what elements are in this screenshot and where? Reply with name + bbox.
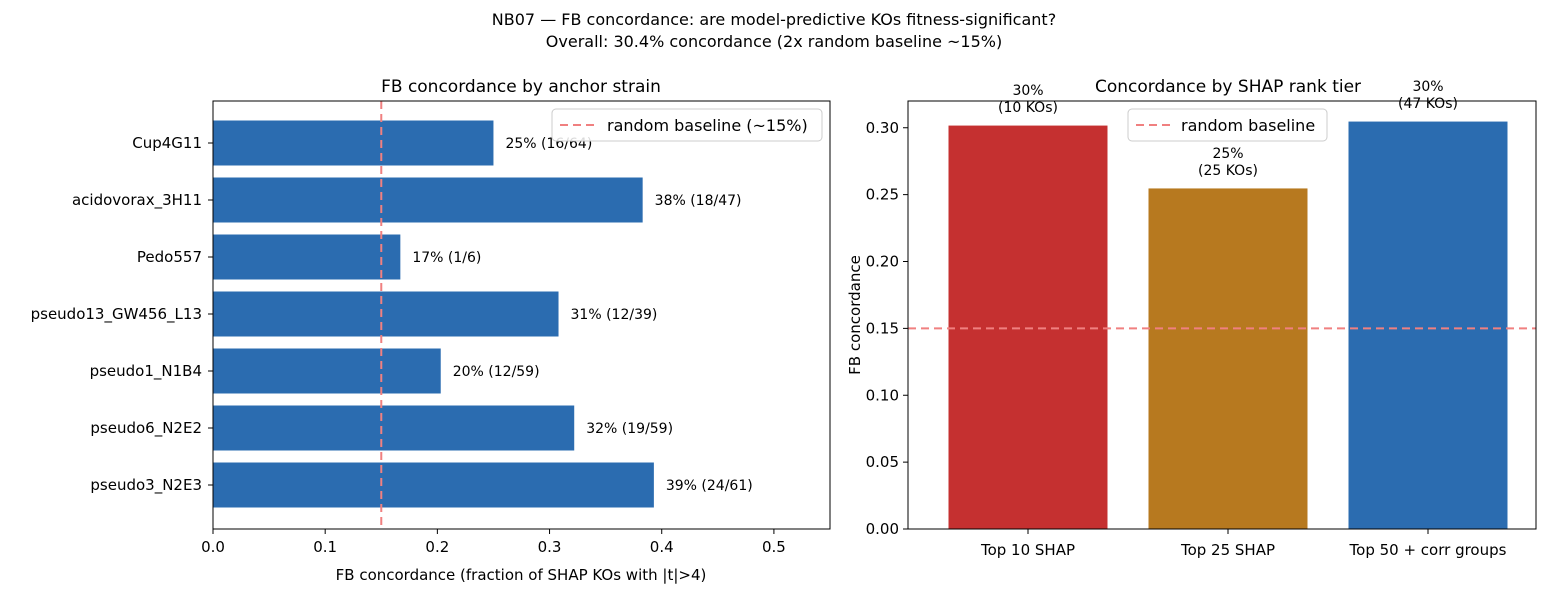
y-tick-label: 0.10: [866, 386, 899, 404]
left-axes-frame: [212, 100, 831, 530]
left-category-labels: Cup4G11 acidovorax_3H11 Pedo557 pseudo13_GW…: [31, 134, 213, 495]
left-legend-box: [551, 108, 823, 142]
y-tick-label: acidovorax_3H11: [72, 191, 202, 210]
y-tick-label: 0.15: [866, 319, 899, 337]
bar-top-25-shap: [1147, 187, 1309, 530]
bar-Pedo557: [213, 234, 401, 280]
x-tick-label: 0.5: [762, 538, 786, 556]
suptitle-line1: NB07 — FB concordance: are model-predict…: [492, 10, 1056, 29]
y-tick-label: 0.00: [866, 520, 899, 538]
bar-pseudo1_N1B4: [213, 348, 441, 394]
y-tick-label: pseudo6_N2E2: [90, 419, 202, 438]
right-chart-title: Concordance by SHAP rank tier: [1095, 77, 1361, 97]
bar-pseudo13_GW456_L13: [213, 291, 559, 337]
y-tick-label: 0.30: [866, 119, 899, 137]
bar-top-10-shap: [947, 124, 1109, 530]
bar-value-label: 39% (24/61): [666, 478, 753, 494]
x-tick-label: Top 10 SHAP: [980, 541, 1075, 559]
right-bars: [947, 120, 1509, 530]
y-tick-label: Cup4G11: [132, 134, 202, 152]
left-legend-label: random baseline (~15%): [607, 116, 808, 135]
bar-count-label: (10 KOs): [998, 100, 1058, 116]
x-tick-label: 0.1: [313, 538, 337, 556]
left-bars: [213, 120, 654, 508]
bar-value-label: 20% (12/59): [453, 364, 540, 380]
y-tick-label: pseudo3_N2E3: [90, 476, 202, 495]
x-tick-label: Top 50 + corr groups: [1349, 541, 1507, 559]
bar-count-label: (25 KOs): [1198, 163, 1258, 179]
bar-count-label: (47 KOs): [1398, 96, 1458, 112]
x-tick-label: 0.0: [201, 538, 225, 556]
bar-top-50-+-corr-groups: [1347, 120, 1509, 530]
right-bar-labels: 30%(10 KOs)25%(25 KOs)30%(47 KOs): [998, 79, 1458, 179]
right-chart: Concordance by SHAP rank tier 30%(10 KOs…: [846, 77, 1537, 559]
suptitle-line2: Overall: 30.4% concordance (2x random ba…: [546, 32, 1002, 51]
y-tick-label: pseudo13_GW456_L13: [31, 305, 202, 324]
bar-value-label: 17% (1/6): [412, 250, 481, 266]
right-legend: random baseline: [1127, 108, 1328, 142]
right-category-labels: Top 10 SHAP Top 25 SHAP Top 50 + corr grou…: [980, 529, 1507, 559]
y-tick-label: pseudo1_N1B4: [90, 362, 202, 381]
left-chart: FB concordance by anchor strain 25% (16/…: [31, 77, 831, 584]
y-tick-label: 0.20: [866, 253, 899, 271]
bar-value-label: 38% (18/47): [655, 193, 742, 209]
bar-value-label: 25%: [1212, 146, 1243, 162]
left-chart-title: FB concordance by anchor strain: [381, 77, 661, 97]
bar-pseudo3_N2E3: [213, 462, 654, 508]
right-legend-box: [1127, 108, 1328, 142]
bar-value-label: 32% (19/59): [586, 421, 673, 437]
bar-pseudo6_N2E2: [213, 405, 575, 451]
right-legend-label: random baseline: [1181, 116, 1315, 135]
x-tick-label: 0.4: [650, 538, 674, 556]
bar-acidovorax_3H11: [213, 177, 643, 223]
right-y-ticks: 0.00 0.05 0.10 0.15 0.20 0.25 0.30: [866, 119, 908, 538]
x-tick-label: 0.2: [425, 538, 449, 556]
x-tick-label: Top 25 SHAP: [1180, 541, 1275, 559]
y-tick-label: 0.05: [866, 453, 899, 471]
bar-value-label: 31% (12/39): [571, 307, 658, 323]
x-tick-label: 0.3: [538, 538, 562, 556]
y-tick-label: Pedo557: [137, 248, 202, 266]
y-tick-label: 0.25: [866, 186, 899, 204]
bar-value-label: 30%: [1412, 79, 1443, 95]
bar-value-label: 30%: [1012, 83, 1043, 99]
bar-Cup4G11: [213, 120, 494, 166]
left-x-ticks: 0.0 0.1 0.2 0.3 0.4 0.5: [201, 529, 786, 556]
left-x-axis-label: FB concordance (fraction of SHAP KOs wit…: [336, 566, 707, 584]
right-axes-frame: [907, 100, 1537, 530]
right-y-axis-label: FB concordance: [846, 255, 864, 375]
left-legend: random baseline (~15%): [551, 108, 823, 142]
